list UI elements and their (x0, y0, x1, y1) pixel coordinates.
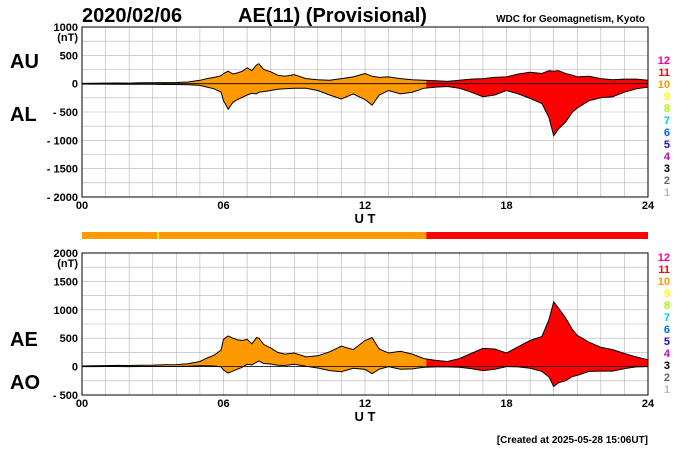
au-al-legend-level-8: 8 (664, 103, 670, 115)
ae-ao-unit-label: (nT) (57, 258, 78, 270)
ae-ao-legend-level-8: 8 (664, 300, 670, 312)
created-timestamp: [Created at 2025-05-28 15:06UT] (497, 435, 648, 446)
au-al-series-au-line (81, 63, 649, 84)
au-al-xtick-label: 06 (217, 200, 229, 212)
au-al-xtick-label: 18 (500, 200, 512, 212)
ae-ao-ytick-label: 1500 (54, 276, 78, 288)
au-al-ytick-label: 1000 (54, 22, 78, 34)
au-al-legend-level-10: 10 (658, 79, 670, 91)
au-al-legend-level-1: 1 (664, 187, 670, 199)
au-al-legend-level-3: 3 (664, 163, 670, 175)
chart-date: 2020/02/06 (82, 5, 182, 27)
source-label: WDC for Geomagnetism, Kyoto (496, 14, 645, 25)
ae-ao-xtick-label: 06 (217, 398, 229, 410)
ae-ao-ytick-label: 0 (72, 362, 78, 374)
au-al-plot-frame (81, 26, 649, 198)
ae-ao-legend-level-10: 10 (658, 276, 670, 288)
activity-level-bar (82, 232, 648, 239)
ae-ao-lower-series-label: AO (10, 372, 40, 394)
au-al-ytick-label: - 1500 (47, 164, 78, 176)
au-al-legend-level-12: 12 (658, 55, 670, 67)
ae-ao-fill-segment-1 (426, 301, 648, 387)
au-al-fill-segment-1 (426, 70, 648, 136)
ae-ao-series-ao-line (82, 360, 649, 388)
ae-ao-legend-level-2: 2 (664, 372, 670, 384)
level-bar-segment-0 (82, 232, 427, 239)
au-al-xtick-label: 00 (76, 200, 88, 212)
au-al-panel: 1000 500 0 - 500 - 1000 - 1500 - 2000 (nT) 00 06 1… (10, 22, 671, 226)
ae-ao-legend-level-6: 6 (664, 324, 670, 336)
ae-ao-legend-level-12: 12 (658, 252, 670, 264)
ae-ao-legend-level-3: 3 (664, 360, 670, 372)
ae-ao-ytick-label: 2000 (54, 248, 78, 260)
ae-ao-fill-segment-0 (82, 335, 427, 374)
au-al-xtick-label: 24 (642, 200, 655, 212)
ae-ao-legend-level-4: 4 (664, 348, 671, 360)
au-al-ytick-label: 0 (72, 79, 78, 91)
au-al-legend-level-4: 4 (664, 151, 671, 163)
ae-ao-plot-frame (81, 252, 649, 396)
ae-ao-xtick-label: 18 (500, 398, 512, 410)
au-al-legend-level-7: 7 (664, 115, 670, 127)
au-al-ytick-label: - 1000 (47, 135, 78, 147)
ae-ao-xtick-label: 00 (76, 398, 88, 410)
ae-ao-ytick-label: - 500 (53, 390, 78, 402)
ae-ao-legend-level-9: 9 (664, 288, 670, 300)
ae-ao-ytick-label: 500 (60, 333, 78, 345)
au-al-lower-series-label: AL (10, 104, 37, 126)
level-bar-segment-1 (426, 232, 648, 239)
ae-ao-ytick-label: 1000 (54, 305, 78, 317)
au-al-ytick-label: - 500 (53, 107, 78, 119)
ae-ao-legend-level-5: 5 (664, 336, 670, 348)
level-bar-marker (157, 232, 159, 239)
au-al-fill-segment-0 (82, 63, 427, 110)
au-al-series-al-line (81, 83, 649, 137)
chart-title: AE(11) (Provisional) (238, 5, 427, 27)
ae-ao-legend-level-7: 7 (664, 312, 670, 324)
au-al-ytick-label: - 2000 (47, 192, 78, 204)
au-al-upper-series-label: AU (10, 51, 39, 73)
ae-ao-xtick-label: 12 (359, 398, 371, 410)
ae-ao-xaxis-label: U T (355, 409, 376, 424)
au-al-xtick-label: 12 (359, 200, 371, 212)
au-al-legend-level-11: 11 (658, 67, 670, 79)
au-al-xaxis-label: U T (355, 211, 376, 226)
au-al-ytick-label: 500 (60, 50, 78, 62)
ae-ao-upper-series-label: AE (10, 329, 38, 351)
ae-ao-legend-level-11: 11 (658, 264, 670, 276)
au-al-legend-level-6: 6 (664, 127, 670, 139)
ae-ao-series-ae-line (81, 300, 649, 367)
au-al-legend-level-9: 9 (664, 91, 670, 103)
au-al-legend-level-2: 2 (664, 175, 670, 187)
au-al-legend-level-5: 5 (664, 139, 670, 151)
ae-ao-legend-level-1: 1 (664, 384, 670, 396)
ae-ao-xtick-label: 24 (642, 398, 655, 410)
au-al-unit-label: (nT) (57, 32, 78, 44)
